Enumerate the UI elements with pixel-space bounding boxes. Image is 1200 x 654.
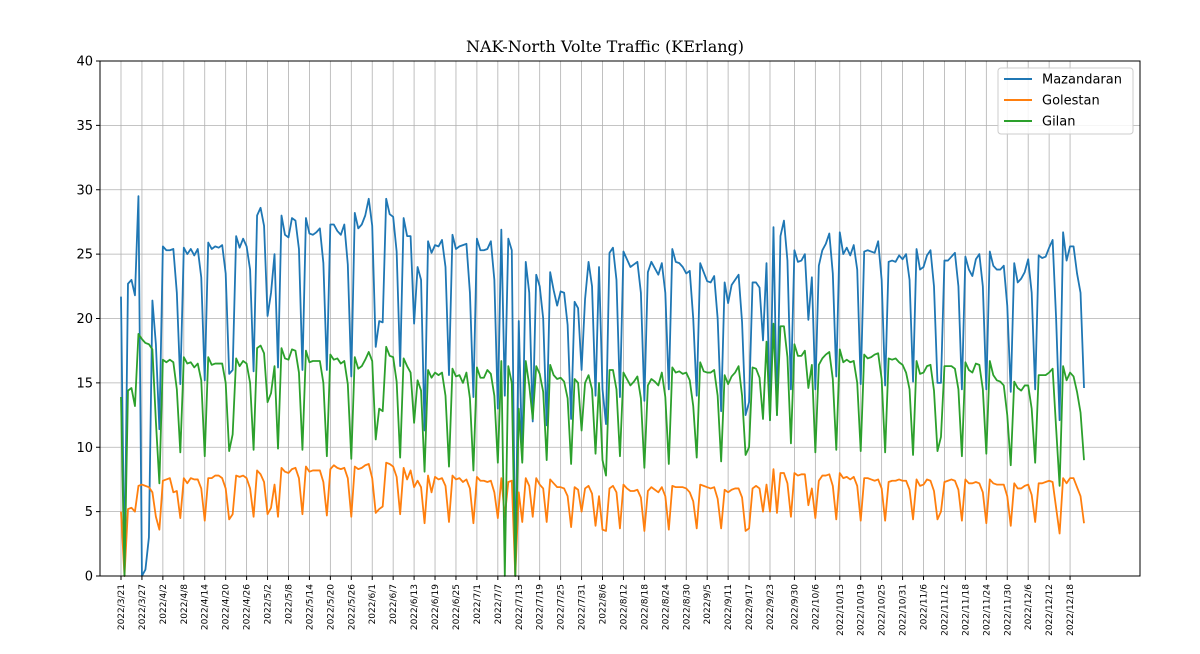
y-tick-label: 35 <box>76 119 93 134</box>
x-tick-label: 2022/5/14 <box>305 584 315 630</box>
x-tick-label: 2022/6/25 <box>452 584 462 630</box>
x-tick-label: 2022/8/6 <box>599 584 609 625</box>
x-tick-label: 2022/4/14 <box>201 584 211 630</box>
x-tick-label: 2022/6/7 <box>389 584 399 624</box>
series-line-gilan <box>120 322 1085 577</box>
legend-label-mazandaran: Mazandaran <box>1042 73 1122 88</box>
series-line-mazandaran <box>120 195 1085 577</box>
x-tick-label: 2022/4/2 <box>159 584 169 624</box>
y-tick-label: 30 <box>76 183 93 198</box>
y-tick-label: 15 <box>76 376 93 391</box>
x-tick-label: 2022/7/7 <box>494 584 504 624</box>
x-tick-label: 2022/4/20 <box>222 584 232 630</box>
x-tick-label: 2022/10/19 <box>857 584 867 636</box>
x-axis: 2022/3/21 2022/3/27 2022/4/2 2022/4/8 2022/4… <box>117 576 1076 636</box>
x-tick-label: 2022/9/5 <box>703 584 713 624</box>
legend-label-golestan: Golestan <box>1042 94 1100 109</box>
x-tick-label: 2022/4/8 <box>180 584 190 625</box>
x-tick-label: 2022/11/30 <box>1003 584 1013 636</box>
x-tick-label: 2022/7/13 <box>515 584 525 630</box>
y-tick-label: 10 <box>76 441 93 456</box>
y-tick-label: 40 <box>76 55 93 70</box>
y-tick-label: 25 <box>76 248 93 263</box>
series-line-golestan <box>120 461 1085 577</box>
x-tick-label: 2022/9/11 <box>724 584 734 630</box>
x-tick-label: 2022/10/13 <box>836 584 846 636</box>
legend: Mazandaran Golestan Gilan <box>997 67 1134 135</box>
x-tick-label: 2022/7/1 <box>473 584 483 624</box>
y-tick-label: 20 <box>76 312 93 327</box>
x-tick-label: 2022/8/24 <box>661 584 671 630</box>
y-axis: 0 5 10 15 20 25 30 35 40 <box>76 55 100 585</box>
x-tick-label: 2022/5/20 <box>326 584 336 630</box>
legend-box <box>997 67 1134 135</box>
x-tick-label: 2022/4/26 <box>243 584 253 630</box>
series-lines <box>120 195 1085 577</box>
x-tick-label: 2022/9/30 <box>790 584 800 630</box>
plot-area <box>120 195 1085 577</box>
x-tick-label: 2022/7/31 <box>578 584 588 630</box>
chart-title: NAK-North Volte Traffic (KErlang) <box>466 37 744 56</box>
x-tick-label: 2022/8/12 <box>619 584 629 630</box>
x-tick-label: 2022/11/6 <box>920 584 930 630</box>
x-tick-label: 2022/9/17 <box>745 584 755 630</box>
x-tick-label: 2022/11/18 <box>961 584 971 636</box>
x-tick-label: 2022/12/6 <box>1024 584 1034 630</box>
x-tick-label: 2022/11/24 <box>982 584 992 636</box>
y-tick-label: 5 <box>85 505 93 520</box>
x-tick-label: 2022/5/8 <box>284 584 294 625</box>
x-tick-label: 2022/10/31 <box>899 584 909 636</box>
x-tick-label: 2022/7/25 <box>557 584 567 630</box>
x-tick-label: 2022/5/26 <box>347 584 357 630</box>
x-tick-label: 2022/7/19 <box>536 584 546 630</box>
x-tick-label: 2022/8/18 <box>640 584 650 630</box>
x-tick-label: 2022/10/6 <box>811 584 821 630</box>
x-tick-label: 2022/5/2 <box>264 584 274 624</box>
x-tick-label: 2022/6/1 <box>368 584 378 624</box>
legend-label-gilan: Gilan <box>1042 115 1076 130</box>
x-tick-label: 2022/6/19 <box>431 584 441 630</box>
x-tick-label: 2022/12/18 <box>1066 584 1076 636</box>
x-tick-label: 2022/11/12 <box>940 584 950 636</box>
x-tick-label: 2022/3/21 <box>117 584 127 630</box>
x-tick-label: 2022/10/25 <box>878 584 888 636</box>
x-tick-label: 2022/12/12 <box>1045 584 1055 636</box>
x-tick-label: 2022/8/30 <box>682 584 692 630</box>
y-tick-label: 0 <box>85 570 93 585</box>
x-tick-label: 2022/3/27 <box>138 584 148 630</box>
x-tick-label: 2022/6/13 <box>410 584 420 630</box>
x-tick-label: 2022/9/23 <box>766 584 776 630</box>
